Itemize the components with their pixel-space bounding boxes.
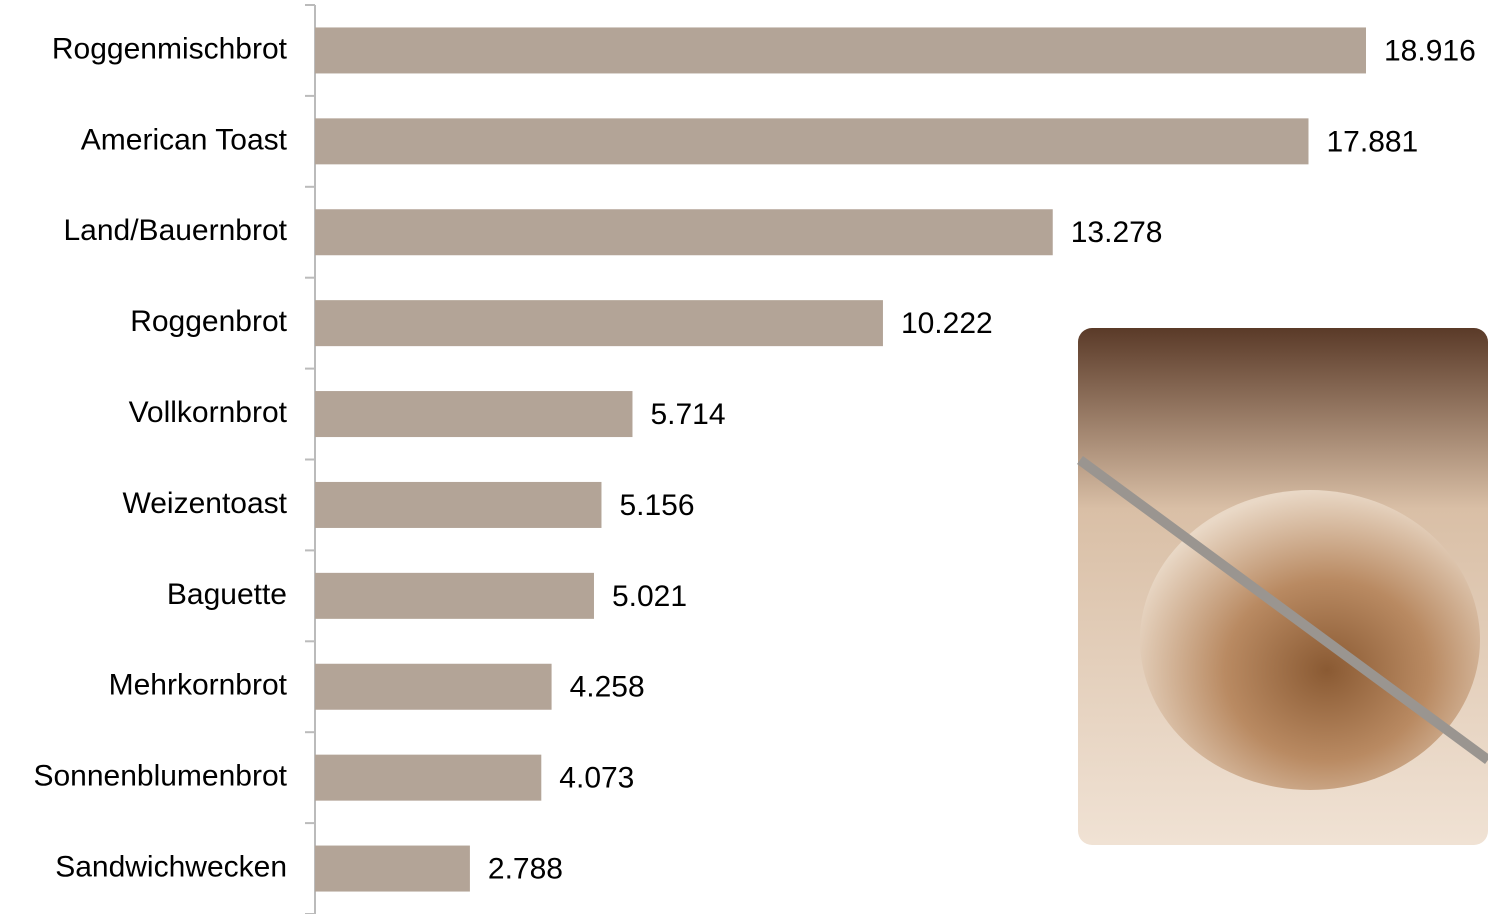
value-label: 5.714 [650,398,725,431]
value-label: 5.021 [612,580,687,613]
bar [315,300,883,347]
y-tick-label: Vollkornbrot [129,396,288,429]
y-tick-label: Baguette [167,578,287,611]
photo [1077,328,1488,845]
y-tick-label: Weizentoast [122,487,287,520]
bar [315,391,633,438]
value-label: 4.073 [559,762,634,795]
y-tick-label: Sonnenblumenbrot [33,760,287,793]
bar [315,754,542,801]
value-label: 4.258 [570,671,645,704]
y-tick-label: Sandwichwecken [55,850,287,883]
bar [315,572,594,619]
bar [315,845,470,892]
value-label: 17.881 [1326,125,1418,158]
value-label: 10.222 [901,307,993,340]
bar [315,27,1366,74]
value-label: 13.278 [1071,216,1163,249]
bar [315,118,1309,165]
y-tick-label: American Toast [81,123,288,156]
value-label: 2.788 [488,852,563,885]
y-tick-label: Land/Bauernbrot [63,214,287,247]
value-label: 5.156 [619,489,694,522]
bar [315,663,552,710]
y-tick-label: Roggenbrot [130,305,287,338]
y-tick-label: Mehrkornbrot [109,669,288,702]
y-tick-label: Roggenmischbrot [52,32,288,65]
value-label: 18.916 [1384,34,1476,67]
bar [315,209,1053,256]
bar [315,481,602,528]
